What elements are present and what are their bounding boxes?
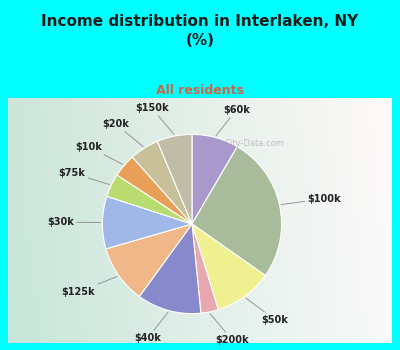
Wedge shape	[192, 224, 218, 313]
Text: $60k: $60k	[216, 105, 250, 136]
Text: $40k: $40k	[134, 312, 168, 343]
Text: $200k: $200k	[210, 314, 249, 345]
Wedge shape	[106, 224, 192, 296]
Wedge shape	[192, 147, 282, 275]
Wedge shape	[192, 224, 265, 310]
Wedge shape	[192, 134, 237, 224]
Text: $125k: $125k	[62, 276, 117, 297]
Text: $75k: $75k	[58, 168, 110, 184]
Text: $30k: $30k	[47, 217, 101, 227]
Text: $50k: $50k	[246, 298, 288, 325]
Text: $100k: $100k	[281, 194, 341, 204]
Text: $20k: $20k	[102, 119, 143, 147]
Wedge shape	[139, 224, 201, 314]
Wedge shape	[132, 141, 192, 224]
Text: Income distribution in Interlaken, NY
(%): Income distribution in Interlaken, NY (%…	[41, 14, 359, 48]
Text: $10k: $10k	[76, 142, 123, 164]
Text: City-Data.com: City-Data.com	[225, 139, 285, 148]
Wedge shape	[157, 134, 192, 224]
Text: All residents: All residents	[156, 84, 244, 97]
Text: $150k: $150k	[135, 103, 174, 134]
Wedge shape	[107, 175, 192, 224]
Wedge shape	[117, 157, 192, 224]
Wedge shape	[102, 196, 192, 249]
